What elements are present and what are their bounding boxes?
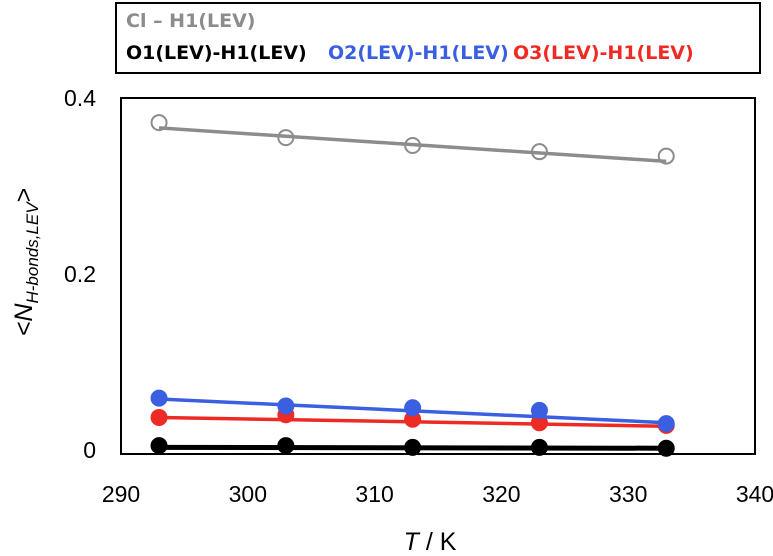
x-axis-variable: T [404,528,421,556]
data-point-series-2 [150,389,168,407]
plot-area [120,97,756,455]
data-point-series-2 [277,397,295,415]
y-axis-title-main: <N [10,303,38,337]
x-axis-title: T / K [404,528,457,556]
data-point-series-0 [530,143,548,161]
data-point-series-2 [530,401,548,419]
data-point-series-1 [657,439,675,457]
data-point-series-2 [404,399,422,417]
x-tick-label: 330 [609,481,647,507]
y-axis-title-end: > [10,188,38,203]
data-point-series-0 [277,129,295,147]
legend-entry-o2-h1: O2(LEV)-H1(LEV) [328,42,509,64]
legend-entry-o3-h1: O3(LEV)-H1(LEV) [513,42,694,64]
legend-entry-cl-h1: Cl – H1(LEV) [126,10,256,32]
y-tick-label: 0.4 [64,85,96,111]
y-axis-title: <NH-bonds,LEV> [10,188,42,336]
x-tick-label: 300 [229,481,267,507]
x-tick-label: 290 [102,481,140,507]
y-axis-ticks: 0 0.2 0.4 [64,85,96,463]
x-tick-label: 320 [482,481,520,507]
legend-entry-o1-h1: O1(LEV)-H1(LEV) [126,42,307,64]
data-point-series-0 [150,114,168,132]
x-axis-ticks: 290 300 310 320 330 340 [102,481,773,507]
x-tick-label: 340 [736,481,773,507]
legend: Cl – H1(LEV) O1(LEV)-H1(LEV) O2(LEV)-H1(… [115,2,761,74]
y-tick-label: 0.2 [64,261,96,287]
data-point-series-1 [277,437,295,455]
data-point-series-1 [530,438,548,456]
data-point-series-0 [404,137,422,155]
data-point-series-0 [657,147,675,165]
x-axis-unit: / K [419,528,457,556]
y-axis-title-sub: H-bonds,LEV [23,201,42,304]
y-tick-label: 0 [83,437,96,463]
data-point-series-3 [150,408,168,426]
x-tick-label: 310 [355,481,393,507]
data-marks [150,114,675,457]
data-point-series-2 [657,415,675,433]
data-point-series-1 [150,437,168,455]
data-point-series-1 [404,438,422,456]
trend-line-series-0 [158,126,667,164]
